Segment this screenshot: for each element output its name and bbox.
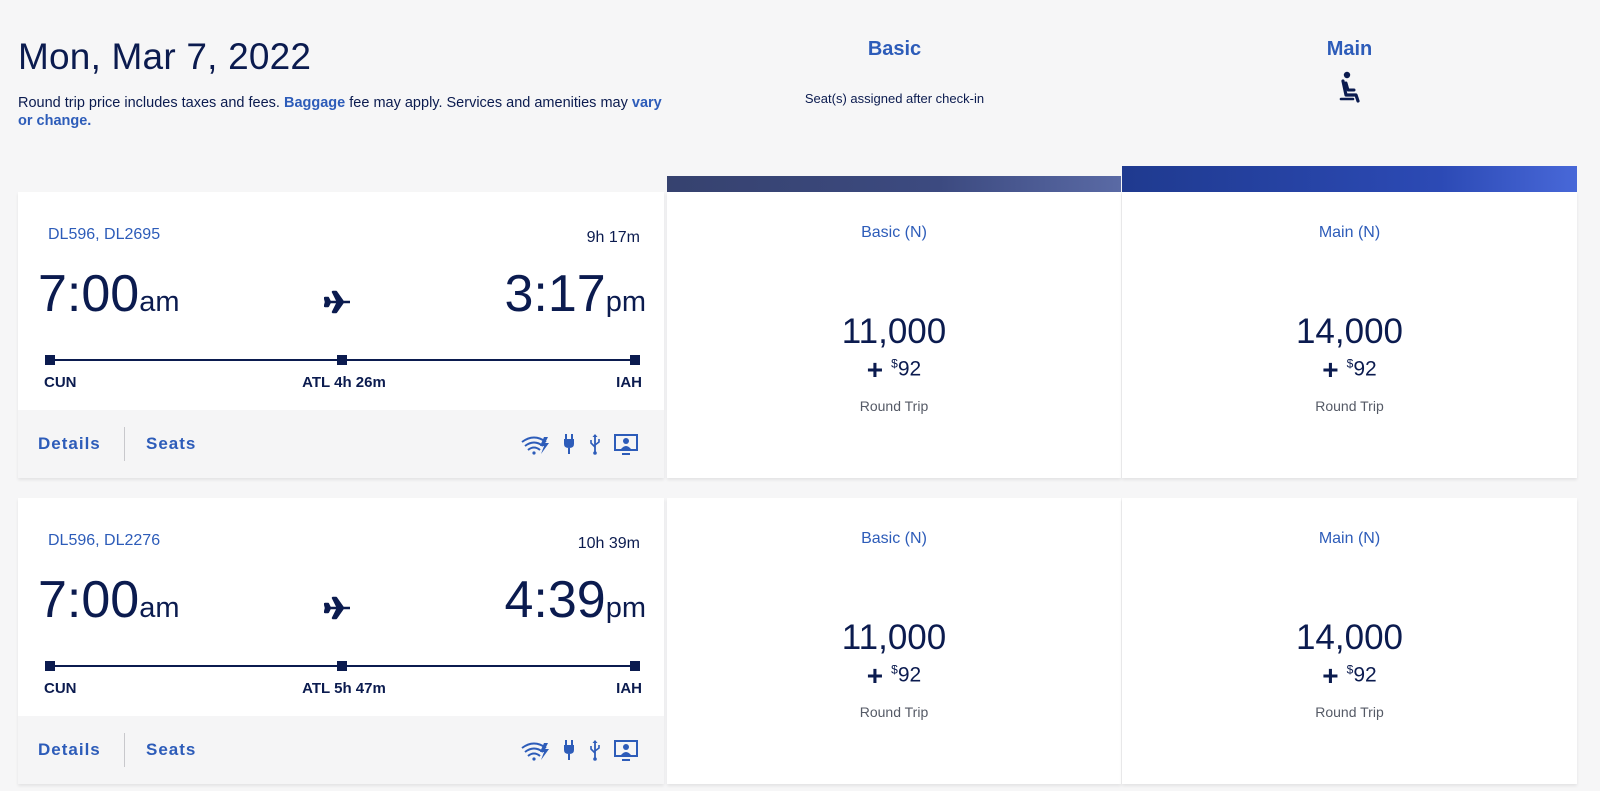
power-outlet-icon [564,434,574,454]
fare-cash-value: 92 [897,663,922,687]
travel-date: Mon, Mar 7, 2022 [18,36,312,77]
origin-marker [45,355,55,365]
main-column-header: Main [1122,38,1577,108]
arrival-ampm: pm [605,286,646,318]
arrival-time-value: 3:17 [504,265,606,323]
flight-card-footer: Details Seats [18,410,664,478]
wifi-icon [521,436,549,455]
departure-time: 7:00am [38,264,180,324]
destination-airport: IAH [616,680,642,697]
fare-miles: 14,000 [1295,618,1404,657]
basic-column-title: Basic [867,38,922,60]
arrival-time: 3:17pm [504,264,646,324]
fare-class-title: Main (N) [1318,224,1381,241]
flight-card-footer: Details Seats [18,716,664,784]
divider [124,427,125,461]
fare-cell-main[interactable]: Main (N) 14,000 + $92 Round Trip [1122,498,1577,784]
currency-symbol: $ [1346,356,1354,371]
plus-sign: + [1322,660,1339,691]
results-header: Mon, Mar 7, 2022 Round trip price includ… [18,36,678,130]
seats-button[interactable]: Seats [146,434,197,453]
flight-duration: 10h 39m [577,535,640,552]
currency-symbol: $ [891,356,898,371]
seats-button[interactable]: Seats [146,740,197,759]
power-outlet-icon [564,740,574,760]
fare-cash-value: 92 [897,357,922,381]
plus-sign: + [1322,354,1339,385]
destination-marker [630,661,640,671]
layover-marker [337,661,347,671]
destination-marker [630,355,640,365]
basic-column-subtitle: Seat(s) assigned after check-in [804,91,985,106]
wifi-icon [521,742,549,761]
details-button[interactable]: Details [38,434,101,453]
fare-class-title: Basic (N) [861,530,927,547]
fare-cell-basic[interactable]: Basic (N) 11,000 + $92 Round Trip [667,192,1121,478]
layover-marker [337,355,347,365]
fare-cash-value: 92 [1353,663,1377,687]
plus-sign: + [866,660,884,691]
vary-or-change-link[interactable]: vary or change. [18,95,662,129]
fare-cash: + $92 [1122,660,1577,692]
trip-type: Round Trip [859,704,929,720]
origin-airport: CUN [44,680,77,697]
price-note-text: Round trip price includes taxes and fees… [18,95,284,111]
price-note: Round trip price includes taxes and fees… [18,94,678,130]
departure-time: 7:00am [38,570,180,630]
airplane-icon [324,596,350,620]
flight-row: DL596, DL2276 10h 39m 7:00am 4:39pm CUN … [18,498,1577,784]
fare-miles: 11,000 [841,618,947,657]
layover-info: ATL 4h 26m [302,374,386,391]
departure-time-value: 7:00 [38,265,140,323]
fare-miles: 11,000 [841,312,947,351]
entertainment-screen-icon [614,434,638,455]
fare-cash-value: 92 [1353,357,1377,381]
flight-card: DL596, DL2276 10h 39m 7:00am 4:39pm CUN … [18,498,664,784]
departure-ampm: am [139,286,180,318]
fare-cell-main[interactable]: Main (N) 14,000 + $92 Round Trip [1122,192,1577,478]
trip-type: Round Trip [1315,398,1384,414]
trip-type: Round Trip [1315,704,1384,720]
divider [124,733,125,767]
fare-cash: + $92 [667,660,1121,692]
basic-column-bar [667,176,1121,192]
baggage-link[interactable]: Baggage [283,95,346,111]
basic-column-header: Basic Seat(s) assigned after check-in [667,38,1122,106]
flight-numbers-link[interactable]: DL596, DL2695 [48,226,161,243]
price-note-text-2: fee may apply. Services and amenities ma… [345,95,632,111]
layover-info: ATL 5h 47m [302,680,386,697]
departure-time-value: 7:00 [38,571,140,629]
usb-icon [590,434,600,455]
seat-icon [1339,71,1360,103]
main-column-bar [1122,166,1577,192]
details-button[interactable]: Details [38,740,101,759]
fare-class-title: Basic (N) [861,224,927,241]
trip-type: Round Trip [859,398,929,414]
flight-duration: 9h 17m [586,229,640,246]
airplane-icon [324,290,350,314]
fare-cash: + $92 [1122,354,1577,386]
flight-card: DL596, DL2695 9h 17m 7:00am 3:17pm CUN A… [18,192,664,478]
currency-symbol: $ [891,662,898,677]
currency-symbol: $ [1346,662,1354,677]
fare-miles: 14,000 [1295,312,1404,351]
fare-cell-basic[interactable]: Basic (N) 11,000 + $92 Round Trip [667,498,1121,784]
origin-marker [45,661,55,671]
flight-numbers-link[interactable]: DL596, DL2276 [48,532,161,549]
arrival-time: 4:39pm [504,570,646,630]
usb-icon [590,740,600,761]
flight-row: DL596, DL2695 9h 17m 7:00am 3:17pm CUN A… [18,192,1577,478]
arrival-time-value: 4:39 [504,571,606,629]
departure-ampm: am [139,592,180,624]
origin-airport: CUN [44,374,77,391]
fare-cash: + $92 [667,354,1121,386]
plus-sign: + [866,354,884,385]
fare-class-title: Main (N) [1318,530,1381,547]
entertainment-screen-icon [614,740,638,761]
destination-airport: IAH [616,374,642,391]
arrival-ampm: pm [605,592,646,624]
main-column-title: Main [1326,38,1373,60]
